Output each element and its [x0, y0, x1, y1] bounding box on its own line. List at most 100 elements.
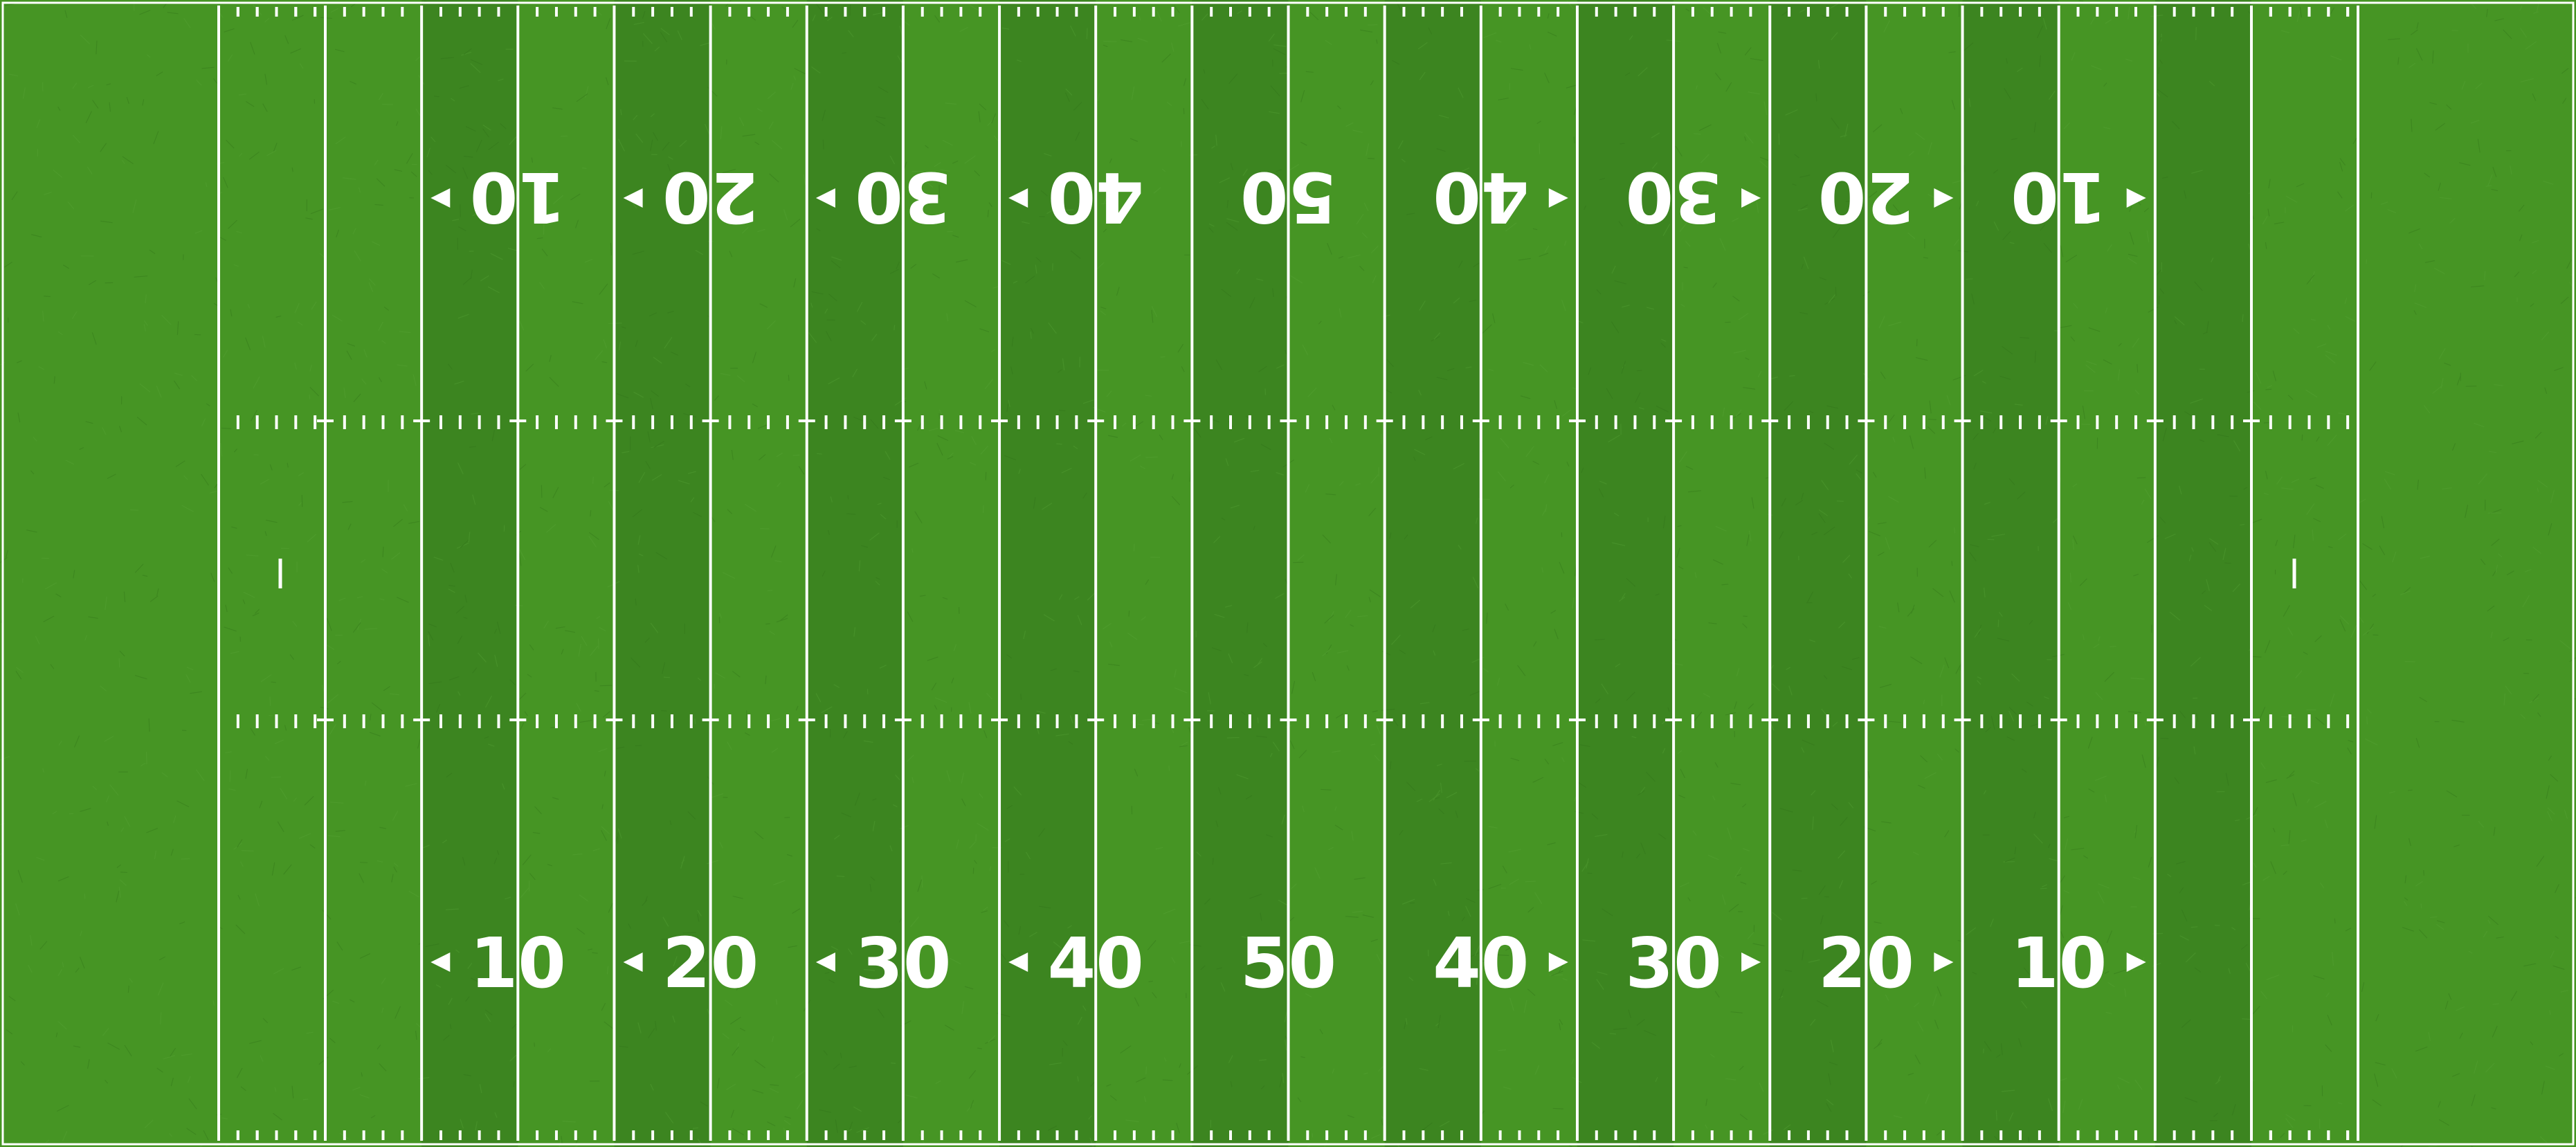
grass-blade — [1100, 310, 1106, 316]
grass-blade — [55, 1032, 58, 1038]
grass-blade — [536, 237, 543, 240]
grass-blade — [2039, 55, 2041, 68]
grass-blade — [1145, 579, 1150, 585]
grass-blade — [1253, 525, 1255, 530]
grass-blade — [793, 75, 797, 80]
grass-blade — [1249, 894, 1262, 899]
grass-blade — [2042, 884, 2048, 887]
grass-blade — [156, 1067, 163, 1073]
grass-blade — [457, 314, 469, 319]
grass-blade — [2190, 926, 2198, 928]
grass-blade — [2184, 411, 2192, 417]
grass-blade — [2157, 93, 2160, 97]
grass-blade — [2088, 788, 2095, 793]
grass-blade — [1598, 488, 1604, 498]
grass-blade — [1679, 882, 1689, 887]
grass-blade — [1968, 98, 1971, 107]
grass-blade — [1284, 1009, 1288, 1022]
grass-blade — [43, 615, 55, 622]
grass-blade — [1888, 721, 1901, 723]
grass-blade — [1416, 798, 1423, 802]
grass-blade — [309, 365, 312, 372]
grass-blade — [2091, 65, 2102, 71]
grass-blade — [5, 3, 15, 6]
grass-blade — [64, 10, 68, 18]
grass-blade — [1237, 10, 1242, 15]
grass-blade — [2190, 398, 2203, 404]
grass-blade — [878, 86, 889, 93]
grass-blade — [487, 286, 500, 293]
grass-blade — [520, 722, 525, 730]
grass-blade — [493, 857, 498, 865]
grass-blade — [2128, 253, 2138, 257]
grass-blade — [1966, 278, 1973, 280]
grass-blade — [1064, 92, 1070, 102]
grass-blade — [1685, 241, 1691, 247]
grass-blade — [28, 964, 33, 973]
grass-blade — [1566, 84, 1578, 89]
grass-blade — [273, 968, 284, 975]
grass-blade — [269, 464, 273, 471]
grass-blade — [835, 1119, 838, 1133]
grass-blade — [988, 1035, 996, 1043]
grass-blade — [1208, 227, 1214, 233]
grass-blade — [1298, 750, 1307, 759]
grass-blade — [464, 595, 468, 603]
grass-blade — [1907, 608, 1915, 617]
grass-blade — [1680, 304, 1685, 307]
grass-blade — [1370, 743, 1376, 746]
grass-blade — [16, 360, 22, 363]
grass-blade — [1547, 13, 1550, 19]
grass-blade — [107, 473, 116, 479]
grass-blade — [2159, 516, 2166, 524]
grass-blade — [1154, 1135, 1159, 1141]
grass-blade — [815, 693, 822, 703]
grass-blade — [271, 681, 276, 683]
grass-blade — [2325, 354, 2336, 364]
grass-blade — [271, 862, 275, 876]
grass-blade — [2160, 737, 2169, 739]
grass-blade — [2253, 862, 2257, 868]
grass-blade — [1936, 986, 1942, 997]
grass-blade — [1436, 764, 1442, 766]
grass-blade — [1061, 467, 1072, 473]
grass-blade — [1273, 44, 1287, 47]
grass-blade — [1028, 932, 1037, 937]
grass-blade — [2520, 78, 2534, 83]
grass-blade — [1453, 297, 1460, 304]
grass-blade — [330, 8, 338, 13]
grass-blade — [2206, 579, 2210, 591]
grass-blade — [2011, 673, 2020, 682]
grass-blade — [1138, 723, 1144, 725]
grass-blade — [84, 635, 87, 641]
grass-blade — [140, 762, 146, 767]
grass-blade — [1602, 908, 1613, 916]
grass-blade — [2281, 487, 2294, 490]
grass-blade — [849, 1065, 857, 1068]
grass-blade — [1285, 578, 1288, 585]
grass-blade — [1103, 192, 1110, 205]
grass-blade — [2260, 991, 2267, 1000]
grass-blade — [946, 770, 951, 782]
grass-blade — [57, 331, 63, 335]
grass-blade — [363, 349, 368, 358]
grass-blade — [360, 862, 368, 863]
grass-blade — [1751, 497, 1754, 509]
grass-blade — [852, 368, 858, 377]
grass-blade — [1276, 199, 1280, 203]
grass-blade — [2184, 1096, 2198, 1103]
grass-blade — [1636, 212, 1649, 218]
grass-blade — [2132, 968, 2143, 971]
grass-blade — [534, 806, 542, 815]
grass-blade — [428, 681, 442, 685]
grass-blade — [1245, 795, 1253, 800]
grass-blade — [36, 119, 41, 129]
grass-blade — [1907, 1072, 1914, 1076]
grass-blade — [79, 957, 85, 969]
grass-blade — [916, 422, 922, 431]
grass-blade — [1888, 321, 1902, 327]
grass-blade — [118, 658, 120, 668]
grass-blade — [938, 184, 941, 199]
